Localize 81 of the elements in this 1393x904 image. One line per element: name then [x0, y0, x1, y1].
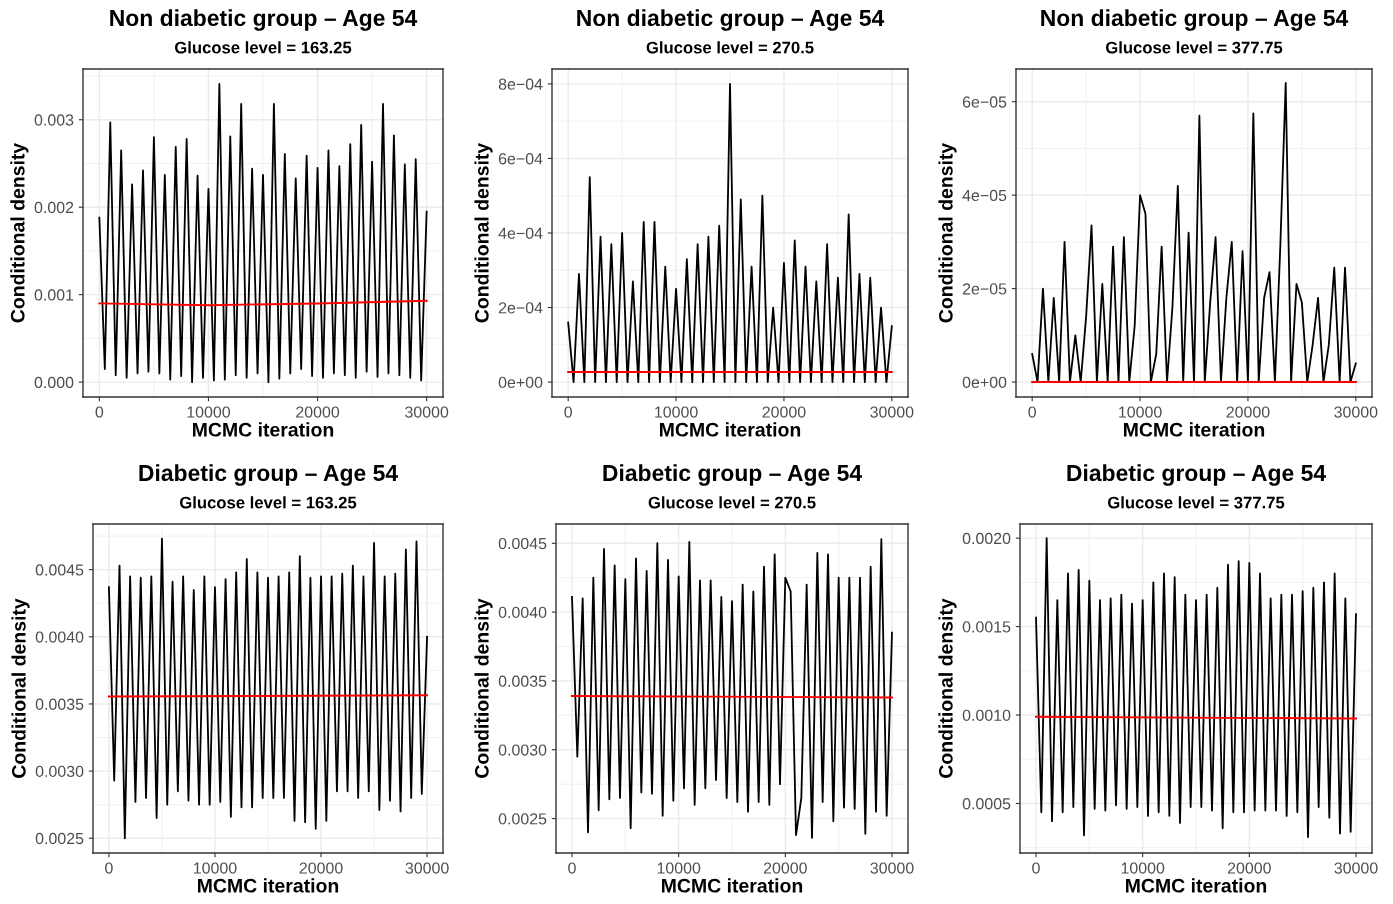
- y-tick-label: 0.0035: [35, 698, 84, 710]
- x-tick-label: 20000: [762, 406, 806, 418]
- y-axis-title: Conditional density: [10, 142, 29, 323]
- line-series: [1035, 537, 1357, 838]
- x-tick-label: 30000: [405, 862, 449, 874]
- y-tick-label: 4e−04: [498, 227, 543, 239]
- chart-title: Non diabetic group – Age 54: [577, 9, 885, 31]
- x-tick-label: 20000: [296, 406, 340, 418]
- y-tick-label: 0.001: [34, 289, 74, 301]
- x-tick-label: 0: [1032, 862, 1040, 874]
- y-tick-label: 0.0005: [962, 798, 1011, 810]
- x-axis-title: MCMC iteration: [193, 422, 334, 437]
- y-tick-label: 0.002: [34, 201, 74, 214]
- y-tick-label: 0.0025: [35, 832, 84, 845]
- x-tick-label: 10000: [187, 406, 231, 418]
- chart-title: Diabetic group – Age 54: [139, 464, 398, 486]
- x-axis-title: MCMC iteration: [1126, 878, 1267, 893]
- x-tick-label: 30000: [870, 406, 914, 418]
- chart-title: Diabetic group – Age 54: [603, 464, 862, 486]
- y-tick-label: 0.0015: [962, 621, 1011, 633]
- line-series: [571, 538, 893, 839]
- chart-subtitle: Glucose level = 270.5: [646, 41, 814, 54]
- x-tick-label: 0: [105, 862, 113, 874]
- x-axis-title: MCMC iteration: [660, 422, 801, 437]
- y-tick-label: 0.0040: [35, 631, 84, 643]
- line-series: [567, 83, 893, 383]
- line-series: [108, 537, 428, 840]
- x-tick-label: 10000: [1121, 862, 1165, 874]
- x-tick-label: 30000: [1334, 862, 1378, 874]
- y-tick-label: 0.0030: [35, 765, 84, 778]
- x-tick-label: 10000: [657, 862, 701, 874]
- y-tick-label: 0.0010: [962, 709, 1011, 721]
- x-tick-label: 0: [564, 406, 572, 418]
- y-tick-label: 0.0025: [498, 813, 547, 825]
- x-tick-label: 20000: [299, 862, 343, 874]
- x-axis-title: MCMC iteration: [198, 878, 339, 893]
- y-tick-label: 6e−04: [498, 153, 543, 165]
- y-tick-label: 0e+00: [962, 376, 1007, 388]
- chart-subtitle: Glucose level = 163.25: [174, 41, 352, 54]
- x-tick-label: 20000: [1226, 406, 1270, 418]
- x-tick-label: 30000: [1334, 406, 1378, 418]
- y-axis-title: Conditional density: [938, 142, 957, 323]
- chart-title: Diabetic group – Age 54: [1067, 464, 1326, 486]
- line-series: [1031, 82, 1357, 383]
- y-tick-label: 2e−04: [498, 302, 543, 314]
- x-tick-label: 20000: [1227, 862, 1271, 874]
- y-tick-label: 0.0035: [498, 675, 547, 687]
- line-series: [98, 82, 428, 384]
- x-tick-label: 0: [1028, 406, 1036, 418]
- y-tick-label: 0.000: [34, 376, 74, 389]
- x-tick-label: 30000: [870, 862, 914, 874]
- x-axis-title: MCMC iteration: [1124, 422, 1265, 437]
- y-axis-title: Conditional density: [11, 598, 30, 778]
- chart-subtitle: Glucose level = 377.75: [1105, 41, 1283, 54]
- x-axis-title: MCMC iteration: [662, 878, 803, 893]
- chart-subtitle: Glucose level = 270.5: [648, 496, 816, 509]
- y-tick-label: 4e−05: [962, 189, 1007, 202]
- y-tick-label: 2e−05: [962, 283, 1007, 295]
- y-tick-label: 0.0045: [498, 537, 547, 550]
- y-tick-label: 0e+00: [498, 376, 543, 389]
- chart-subtitle: Glucose level = 163.25: [179, 496, 357, 509]
- chart-title: Non diabetic group – Age 54: [1041, 9, 1349, 31]
- x-tick-label: 10000: [655, 406, 698, 418]
- chart-title: Non diabetic group – Age 54: [110, 9, 418, 31]
- x-tick-label: 0: [95, 406, 104, 418]
- y-tick-label: 8e−04: [498, 78, 543, 90]
- y-axis-title: Conditional density: [474, 142, 493, 323]
- x-tick-label: 20000: [763, 862, 807, 874]
- x-tick-label: 30000: [405, 406, 449, 418]
- x-tick-label: 10000: [1119, 406, 1162, 418]
- y-tick-label: 0.0040: [498, 606, 547, 619]
- y-tick-label: 0.0020: [962, 532, 1011, 545]
- chart-subtitle: Glucose level = 377.75: [1107, 496, 1285, 509]
- y-tick-label: 6e−05: [962, 96, 1007, 108]
- x-tick-label: 10000: [193, 862, 237, 874]
- y-tick-label: 0.0030: [498, 744, 547, 756]
- x-tick-label: 0: [568, 862, 576, 874]
- y-tick-label: 0.0045: [35, 564, 84, 576]
- y-tick-label: 0.003: [34, 114, 74, 126]
- y-axis-title: Conditional density: [938, 598, 957, 778]
- y-axis-title: Conditional density: [474, 598, 493, 778]
